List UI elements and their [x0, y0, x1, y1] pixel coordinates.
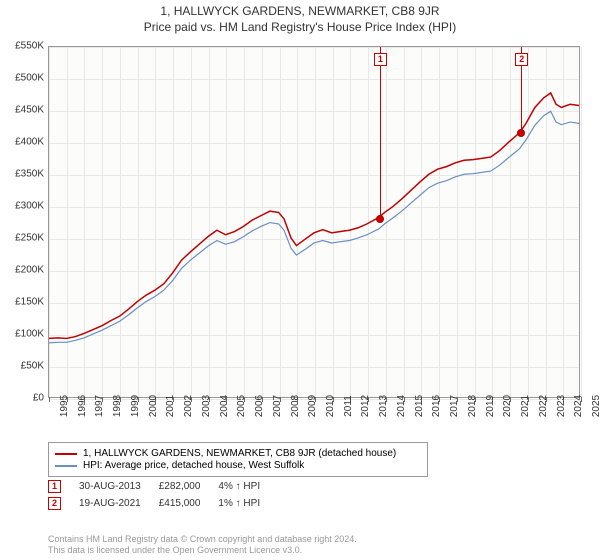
y-tick-label: £550K	[15, 41, 44, 52]
title-main: 1, HALLWYCK GARDENS, NEWMARKET, CB8 9JR	[0, 4, 600, 18]
legend-row: HPI: Average price, detached house, West…	[55, 460, 421, 471]
note-delta: 1% ↑ HPI	[218, 498, 260, 509]
footer: Contains HM Land Registry data © Crown c…	[48, 534, 357, 557]
chart-container: 1, HALLWYCK GARDENS, NEWMARKET, CB8 9JR …	[0, 0, 600, 560]
x-tick-label: 2021	[520, 395, 531, 417]
y-tick-label: £200K	[15, 265, 44, 276]
x-tick-label: 2020	[502, 395, 513, 417]
marker-dot	[517, 129, 525, 137]
marker-dot	[376, 215, 384, 223]
x-tick-label: 2005	[236, 395, 247, 417]
series-line-red	[49, 93, 579, 339]
sale-notes: 1 30-AUG-2013 £282,000 4% ↑ HPI 2 19-AUG…	[48, 480, 260, 514]
y-tick-label: £150K	[15, 297, 44, 308]
titles: 1, HALLWYCK GARDENS, NEWMARKET, CB8 9JR …	[0, 0, 600, 34]
chart-area: 12	[48, 46, 580, 398]
x-tick-label: 2009	[307, 395, 318, 417]
x-tick-label: 2023	[556, 395, 567, 417]
y-tick-label: £400K	[15, 137, 44, 148]
y-tick-label: £100K	[15, 329, 44, 340]
x-tick-label: 2008	[290, 395, 301, 417]
note-date: 19-AUG-2021	[79, 498, 141, 509]
note-price: £415,000	[159, 498, 201, 509]
x-tick-label: 2002	[183, 395, 194, 417]
x-tick-label: 2014	[396, 395, 407, 417]
footer-line: Contains HM Land Registry data © Crown c…	[48, 534, 357, 545]
x-tick-label: 1998	[112, 395, 123, 417]
x-tick-label: 1997	[95, 395, 106, 417]
x-tick-label: 2010	[325, 395, 336, 417]
y-tick-label: £300K	[15, 201, 44, 212]
y-tick-label: £50K	[21, 361, 44, 372]
y-tick-label: £350K	[15, 169, 44, 180]
x-tick-label: 2000	[148, 395, 159, 417]
note-delta: 4% ↑ HPI	[218, 481, 260, 492]
x-tick-label: 2007	[272, 395, 283, 417]
legend-label-blue: HPI: Average price, detached house, West…	[83, 460, 304, 471]
x-tick-label: 2016	[432, 395, 443, 417]
marker-badge: 1	[374, 53, 387, 66]
y-tick-label: £500K	[15, 73, 44, 84]
x-tick-label: 2006	[254, 395, 265, 417]
legend-swatch-blue	[55, 465, 77, 467]
legend-label-red: 1, HALLWYCK GARDENS, NEWMARKET, CB8 9JR …	[83, 448, 396, 459]
x-tick-label: 2025	[591, 395, 600, 417]
x-tick-label: 2022	[538, 395, 549, 417]
y-tick-label: £250K	[15, 233, 44, 244]
y-axis-labels: £0£50K£100K£150K£200K£250K£300K£350K£400…	[0, 46, 46, 398]
x-tick-label: 2017	[449, 395, 460, 417]
footer-line: This data is licensed under the Open Gov…	[48, 545, 357, 556]
legend: 1, HALLWYCK GARDENS, NEWMARKET, CB8 9JR …	[48, 442, 428, 477]
note-date: 30-AUG-2013	[79, 481, 141, 492]
x-tick-label: 2004	[219, 395, 230, 417]
x-tick-label: 2015	[414, 395, 425, 417]
legend-row: 1, HALLWYCK GARDENS, NEWMARKET, CB8 9JR …	[55, 448, 421, 459]
x-axis-labels: 1995199619971998199920002001200220032004…	[48, 400, 580, 442]
x-tick-label: 2018	[467, 395, 478, 417]
y-tick-label: £450K	[15, 105, 44, 116]
x-tick-label: 1999	[130, 395, 141, 417]
note-price: £282,000	[159, 481, 201, 492]
x-tick-label: 2001	[166, 395, 177, 417]
marker-badge: 2	[515, 53, 528, 66]
note-marker: 1	[48, 480, 61, 493]
note-row: 2 19-AUG-2021 £415,000 1% ↑ HPI	[48, 497, 260, 510]
x-tick-label: 2012	[361, 395, 372, 417]
x-tick-label: 2011	[342, 395, 353, 417]
y-tick-label: £0	[33, 393, 44, 404]
x-tick-label: 2003	[201, 395, 212, 417]
x-tick-label: 2024	[573, 395, 584, 417]
x-tick-label: 1996	[77, 395, 88, 417]
x-tick-label: 2013	[378, 395, 389, 417]
title-sub: Price paid vs. HM Land Registry's House …	[0, 20, 600, 34]
series-line-blue	[49, 111, 579, 343]
legend-swatch-red	[55, 453, 77, 455]
note-row: 1 30-AUG-2013 £282,000 4% ↑ HPI	[48, 480, 260, 493]
x-tick-label: 2019	[485, 395, 496, 417]
line-chart-svg	[49, 47, 579, 397]
note-marker: 2	[48, 497, 61, 510]
x-tick-label: 1995	[59, 395, 70, 417]
